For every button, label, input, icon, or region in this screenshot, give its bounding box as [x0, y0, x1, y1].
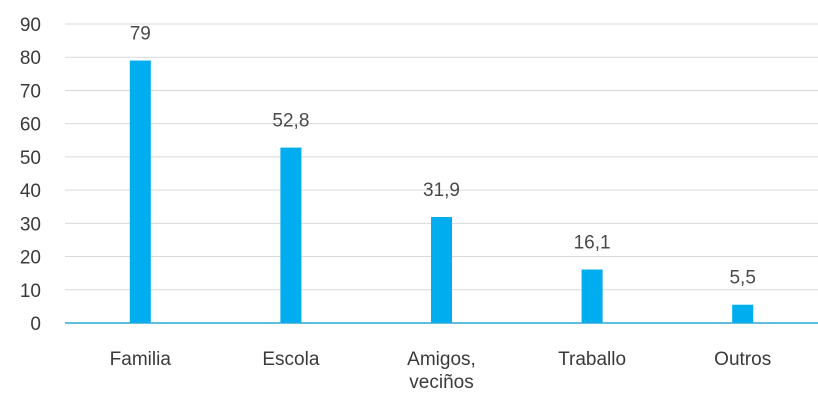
bar	[129, 60, 151, 324]
x-tick-label: Familia	[110, 349, 172, 370]
y-tick-label: 90	[20, 15, 41, 36]
data-labels: 79 52,8 31,9 16,1 5,5	[130, 24, 756, 289]
data-label: 79	[130, 24, 151, 45]
bar	[280, 147, 302, 323]
y-axis-ticks: 0 10 20 30 40 50 60 70 80 90	[20, 15, 41, 335]
x-axis-labels: Familia Escola Amigos, veciños Traballo Outro…	[110, 349, 772, 393]
bar	[581, 269, 603, 323]
gridlines	[65, 23, 818, 291]
data-label: 5,5	[729, 268, 755, 289]
y-tick-label: 40	[20, 181, 41, 202]
bar	[431, 217, 452, 323]
x-tick-label: Traballo	[558, 349, 626, 370]
x-tick-label: Escola	[262, 349, 319, 370]
y-tick-label: 20	[20, 248, 41, 269]
data-label: 16,1	[574, 233, 611, 254]
data-label: 31,9	[423, 180, 460, 201]
data-label: 52,8	[272, 111, 309, 132]
x-tick-label: Amigos, veciños	[407, 349, 476, 393]
y-tick-label: 50	[20, 148, 41, 169]
y-tick-label: 60	[20, 115, 41, 136]
x-tick-label: Outros	[714, 349, 771, 370]
y-tick-label: 80	[20, 48, 41, 69]
y-tick-label: 10	[20, 281, 41, 302]
y-tick-label: 0	[30, 314, 41, 335]
y-tick-label: 30	[20, 214, 41, 235]
bar	[732, 304, 754, 323]
bars	[129, 60, 754, 324]
y-tick-label: 70	[20, 81, 41, 102]
